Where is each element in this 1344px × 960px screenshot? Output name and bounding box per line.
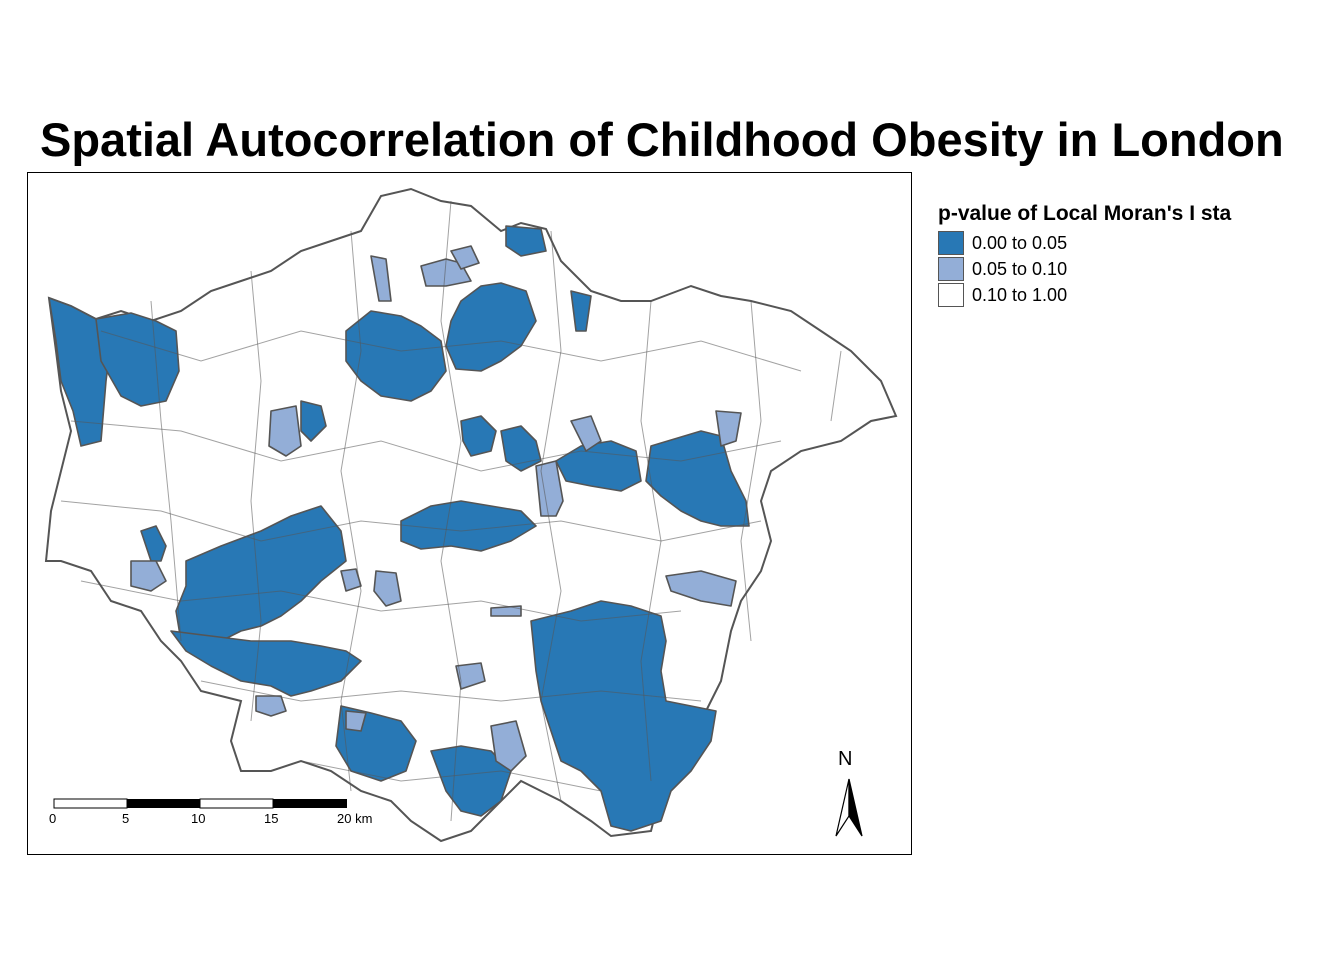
north-arrow-icon bbox=[835, 778, 863, 837]
ward-marginal bbox=[373, 570, 402, 607]
ward-marginal bbox=[450, 245, 480, 270]
scale-tick-20km: 20 km bbox=[337, 811, 373, 826]
ward-boundary bbox=[100, 330, 802, 372]
scale-bar bbox=[53, 798, 347, 809]
ward-boundary bbox=[340, 230, 362, 792]
ward-significant bbox=[170, 630, 362, 697]
ward-significant bbox=[530, 600, 717, 832]
ward-boundary bbox=[80, 580, 682, 622]
ward-marginal bbox=[345, 710, 367, 732]
ward-significant bbox=[48, 297, 112, 447]
ward-boundary bbox=[830, 350, 842, 422]
legend-item: 0.05 to 0.10 bbox=[938, 256, 1298, 282]
north-label: N bbox=[838, 748, 853, 770]
map-frame bbox=[27, 172, 912, 855]
ward-marginal bbox=[535, 460, 564, 517]
ward-significant bbox=[345, 310, 447, 402]
scale-tick-0: 0 bbox=[49, 811, 57, 826]
ward-marginal bbox=[570, 415, 602, 452]
legend: p-value of Local Moran's I sta 0.00 to 0… bbox=[938, 198, 1298, 308]
ward-boundary bbox=[250, 270, 262, 722]
ward-marginal bbox=[268, 405, 302, 457]
legend-item: 0.10 to 1.00 bbox=[938, 282, 1298, 308]
legend-label: 0.10 to 1.00 bbox=[972, 284, 1068, 305]
ward-significant bbox=[460, 415, 497, 457]
ward-boundary bbox=[440, 200, 462, 822]
ward-map bbox=[44, 187, 898, 843]
ward-marginal bbox=[255, 695, 287, 717]
legend-label: 0.05 to 0.10 bbox=[972, 258, 1068, 279]
ward-marginal bbox=[130, 560, 167, 592]
ward-marginal bbox=[665, 570, 737, 607]
legend-title: p-value of Local Moran's I sta bbox=[938, 202, 1232, 225]
legend-swatch-significant bbox=[938, 231, 964, 255]
scale-tick-10: 10 bbox=[191, 811, 206, 826]
legend-item: 0.00 to 0.05 bbox=[938, 230, 1298, 256]
ward-significant bbox=[400, 500, 537, 552]
ward-marginal bbox=[715, 410, 742, 447]
ward-marginal bbox=[490, 720, 527, 772]
ward-boundary bbox=[200, 680, 702, 702]
legend-swatch-marginal bbox=[938, 257, 964, 281]
ward-significant bbox=[505, 225, 547, 257]
legend-label: 0.00 to 0.05 bbox=[972, 232, 1068, 253]
ward-significant bbox=[500, 425, 542, 472]
ward-significant bbox=[140, 525, 167, 562]
ward-marginal bbox=[370, 255, 392, 302]
ward-significant bbox=[300, 400, 327, 442]
scale-tick-15: 15 bbox=[264, 811, 279, 826]
ward-boundary bbox=[150, 300, 182, 642]
ward-significant bbox=[430, 745, 512, 817]
ward-boundary bbox=[540, 230, 562, 802]
ward-marginal bbox=[340, 568, 362, 592]
ward-marginal bbox=[455, 662, 486, 690]
ward-boundary bbox=[60, 500, 762, 542]
ward-significant bbox=[570, 290, 592, 332]
legend-swatch-not-significant bbox=[938, 283, 964, 307]
ward-boundary bbox=[740, 300, 762, 642]
scale-tick-5: 5 bbox=[122, 811, 130, 826]
ward-marginal bbox=[490, 605, 522, 617]
ward-boundary bbox=[300, 760, 602, 792]
ward-boundary bbox=[640, 300, 662, 782]
map-title: Spatial Autocorrelation of Childhood Obe… bbox=[40, 113, 1284, 166]
ward-boundary bbox=[70, 420, 782, 472]
ward-significant bbox=[445, 282, 537, 372]
